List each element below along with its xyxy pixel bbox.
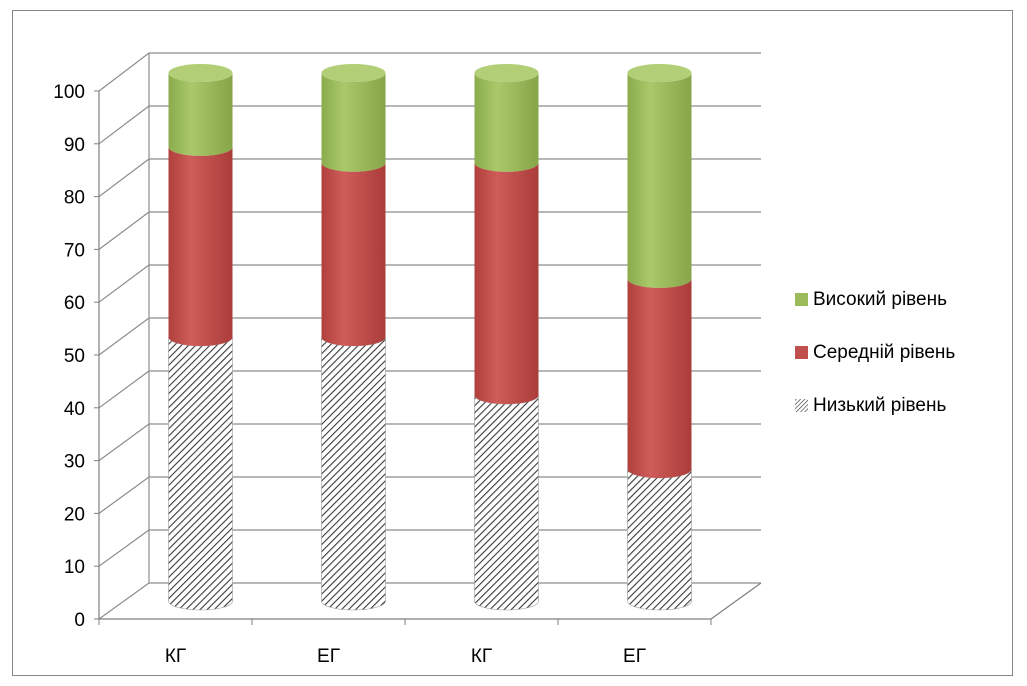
- gridline-side: [98, 317, 150, 356]
- legend-swatch: [795, 293, 808, 306]
- low-segment: [168, 336, 233, 611]
- legend-label: Середній рівень: [813, 342, 955, 363]
- cylinder-top-cap: [474, 64, 539, 82]
- y-tick-label: 0: [74, 610, 85, 631]
- x-tick-label: КГ: [471, 646, 492, 667]
- legend-label: Високий рівень: [813, 289, 947, 310]
- gridline-side: [98, 370, 150, 409]
- y-tick-label: 30: [64, 452, 85, 473]
- medium-segment: [627, 278, 692, 478]
- low-segment: [321, 336, 386, 611]
- gridline-side: [98, 211, 150, 250]
- low-segment: [474, 395, 539, 611]
- y-tick-label: 100: [53, 82, 85, 103]
- medium-segment: [321, 162, 386, 346]
- x-tick-label: ЕГ: [317, 646, 340, 667]
- y-tick-label: 70: [64, 240, 85, 261]
- high-segment: [321, 73, 386, 172]
- chart-frame: 0 10 20 30 40 50 60 70 80 90 100 КГ ЕГ КГ ЕГ Високий р…: [12, 10, 1013, 676]
- high-segment: [627, 73, 692, 288]
- legend-swatch: [795, 346, 808, 359]
- gridline-side: [98, 264, 150, 303]
- x-tick-label: ЕГ: [623, 646, 646, 667]
- x-tick-label: КГ: [165, 646, 186, 667]
- y-tick-label: 40: [64, 399, 85, 420]
- y-tick-label: 10: [64, 557, 85, 578]
- cylinder-top-cap: [168, 64, 233, 82]
- labels-layer: 0 10 20 30 40 50 60 70 80 90 100 КГ ЕГ КГ ЕГ: [53, 82, 646, 667]
- floor-right-edge: [710, 582, 762, 620]
- gridline-side: [98, 423, 150, 462]
- y-tick-label: 50: [64, 346, 85, 367]
- legend-label: Низький рівень: [813, 395, 946, 416]
- bars-layer: [168, 64, 692, 611]
- cylinder-top-cap: [627, 64, 692, 82]
- high-segment: [474, 73, 539, 172]
- gridline-side: [98, 476, 150, 514]
- high-segment: [168, 73, 233, 156]
- y-tick-label: 60: [64, 293, 85, 314]
- gridline-side: [98, 52, 150, 92]
- gridline-side: [98, 105, 150, 145]
- medium-segment: [474, 162, 539, 405]
- y-tick-label: 20: [64, 504, 85, 525]
- y-tick-label: 80: [64, 188, 85, 209]
- legend: Високий рівень Середній рівень Низький рів…: [795, 289, 955, 416]
- legend-swatch: [795, 399, 808, 412]
- gridline-side: [98, 582, 150, 620]
- low-segment: [627, 468, 692, 611]
- gridline-side: [98, 158, 150, 198]
- y-tick-label: 90: [64, 135, 85, 156]
- medium-segment: [168, 146, 233, 346]
- cylinder-top-cap: [321, 64, 386, 82]
- gridline-side: [98, 529, 150, 567]
- chart-canvas: 0 10 20 30 40 50 60 70 80 90 100 КГ ЕГ КГ ЕГ Високий р…: [53, 52, 955, 667]
